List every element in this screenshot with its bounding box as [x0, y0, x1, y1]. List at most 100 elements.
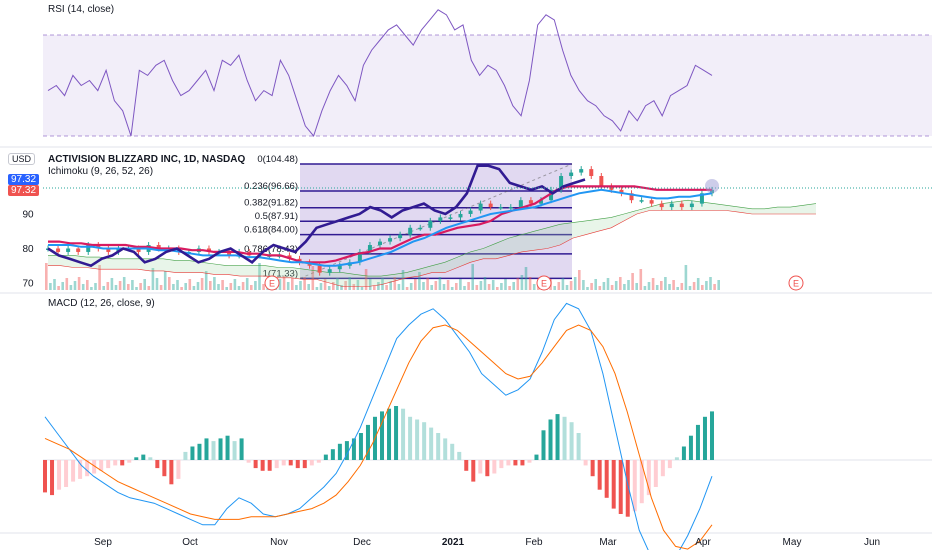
- volume-bar: [528, 277, 532, 290]
- volume-bar: [651, 278, 655, 290]
- volume-bar: [311, 266, 315, 290]
- volume-bar: [139, 283, 142, 290]
- price-axis[interactable]: 70 80 90: [22, 209, 34, 289]
- volume-bar: [524, 267, 528, 290]
- volume-bar: [250, 285, 253, 290]
- candle-body: [398, 234, 403, 239]
- macd-histogram-bar: [702, 416, 707, 460]
- volume-bar: [705, 281, 708, 290]
- candle-body: [106, 248, 111, 252]
- macd-histogram-bar: [667, 460, 672, 469]
- macd-histogram-bar: [141, 454, 146, 460]
- volume-bar: [430, 285, 433, 290]
- candle-body: [589, 169, 594, 177]
- volume-bar: [508, 286, 511, 290]
- macd-histogram-bar: [576, 433, 581, 460]
- volume-bar: [582, 280, 585, 290]
- volume-bar: [233, 279, 237, 290]
- macd-histogram-bar: [408, 416, 413, 460]
- macd-histogram-bar: [330, 449, 335, 460]
- macd-histogram-bar: [295, 460, 300, 469]
- ichimoku-base-line: [48, 185, 712, 264]
- time-axis[interactable]: Sep Oct Nov Dec 2021 Feb Mar Apr May Jun: [94, 537, 880, 548]
- macd-histogram-bar: [309, 460, 314, 466]
- macd-histogram-bar: [71, 460, 76, 482]
- volume-bar: [692, 282, 696, 290]
- macd-histogram-bar: [50, 460, 55, 496]
- fib-level-label: 1(71.33): [263, 268, 298, 279]
- macd-histogram-bar: [492, 460, 497, 474]
- macd-histogram-bar: [583, 460, 588, 466]
- volume-bar: [569, 281, 573, 290]
- volume-bar: [393, 277, 397, 290]
- macd-histogram-bar: [436, 433, 441, 460]
- macd-histogram-bar: [225, 435, 230, 460]
- fibonacci-retracement[interactable]: 0(104.48) 0.236(96.66) 0.382(91.82) 0.5(87.…: [244, 154, 573, 279]
- macd-histogram-bar: [197, 443, 202, 460]
- volume-bar: [442, 284, 446, 290]
- macd-histogram-bar: [541, 430, 546, 460]
- volume-bar: [86, 280, 89, 290]
- volume-bar: [647, 282, 651, 290]
- macd-histogram-bar: [611, 460, 616, 509]
- volume-bar: [204, 271, 208, 290]
- macd-histogram-bar: [120, 460, 125, 466]
- svg-text:E: E: [269, 279, 275, 289]
- macd-histogram-bar: [569, 422, 574, 460]
- currency-label[interactable]: USD: [8, 153, 36, 165]
- volume-bar: [168, 277, 171, 290]
- volume-bar: [590, 283, 593, 290]
- volume-bars: [45, 263, 720, 290]
- volume-bar: [209, 281, 212, 290]
- volume-bar: [147, 286, 151, 290]
- macd-histogram-bar: [281, 460, 286, 466]
- volume-bar: [475, 285, 479, 290]
- price-tag: 97.32: [8, 174, 40, 185]
- macd-histogram-bar: [429, 427, 434, 460]
- macd-histogram-bar: [176, 460, 181, 479]
- volume-bar: [356, 280, 360, 290]
- volume-bar: [69, 285, 73, 290]
- volume-bar: [155, 278, 159, 290]
- volume-bar: [122, 277, 126, 290]
- candle-body: [458, 213, 463, 218]
- macd-histogram-bar: [169, 460, 174, 485]
- volume-bar: [643, 286, 647, 290]
- macd-histogram-bar: [632, 460, 637, 512]
- macd-histogram-bar: [183, 451, 188, 460]
- macd-histogram-bar: [380, 411, 385, 460]
- volume-bar: [532, 284, 536, 290]
- candle-body: [629, 193, 634, 201]
- rsi-title: RSI (14, close): [48, 4, 114, 15]
- macd-histogram-bar: [513, 460, 518, 466]
- macd-histogram-bar: [239, 438, 244, 460]
- volume-bar: [373, 286, 376, 290]
- candle-body: [136, 248, 141, 252]
- candle-body: [649, 200, 654, 204]
- volume-bar: [262, 284, 265, 290]
- candle-body: [337, 265, 342, 270]
- earnings-marker[interactable]: E: [788, 275, 804, 291]
- volume-bar: [241, 282, 245, 290]
- volume-bar: [200, 278, 204, 290]
- earnings-marker[interactable]: E: [264, 275, 280, 291]
- svg-text:E: E: [541, 279, 547, 289]
- volume-bar: [106, 282, 110, 290]
- earnings-marker[interactable]: E: [536, 275, 552, 291]
- volume-bar: [217, 284, 220, 290]
- price-tag-secondary: 97.32: [8, 185, 40, 196]
- macd-signal-line: [44, 324, 713, 550]
- volume-bar: [340, 285, 343, 290]
- candle-body: [367, 245, 372, 252]
- time-tick-label: May: [783, 537, 802, 548]
- volume-bar: [635, 283, 638, 290]
- fib-level-label: 0.382(91.82): [244, 198, 298, 209]
- volume-bar: [401, 270, 405, 290]
- macd-histogram-bar: [688, 435, 693, 460]
- svg-text:E: E: [793, 279, 799, 289]
- macd-histogram-bar: [204, 438, 209, 460]
- time-tick-label: Apr: [695, 537, 711, 548]
- volume-bar: [594, 279, 597, 290]
